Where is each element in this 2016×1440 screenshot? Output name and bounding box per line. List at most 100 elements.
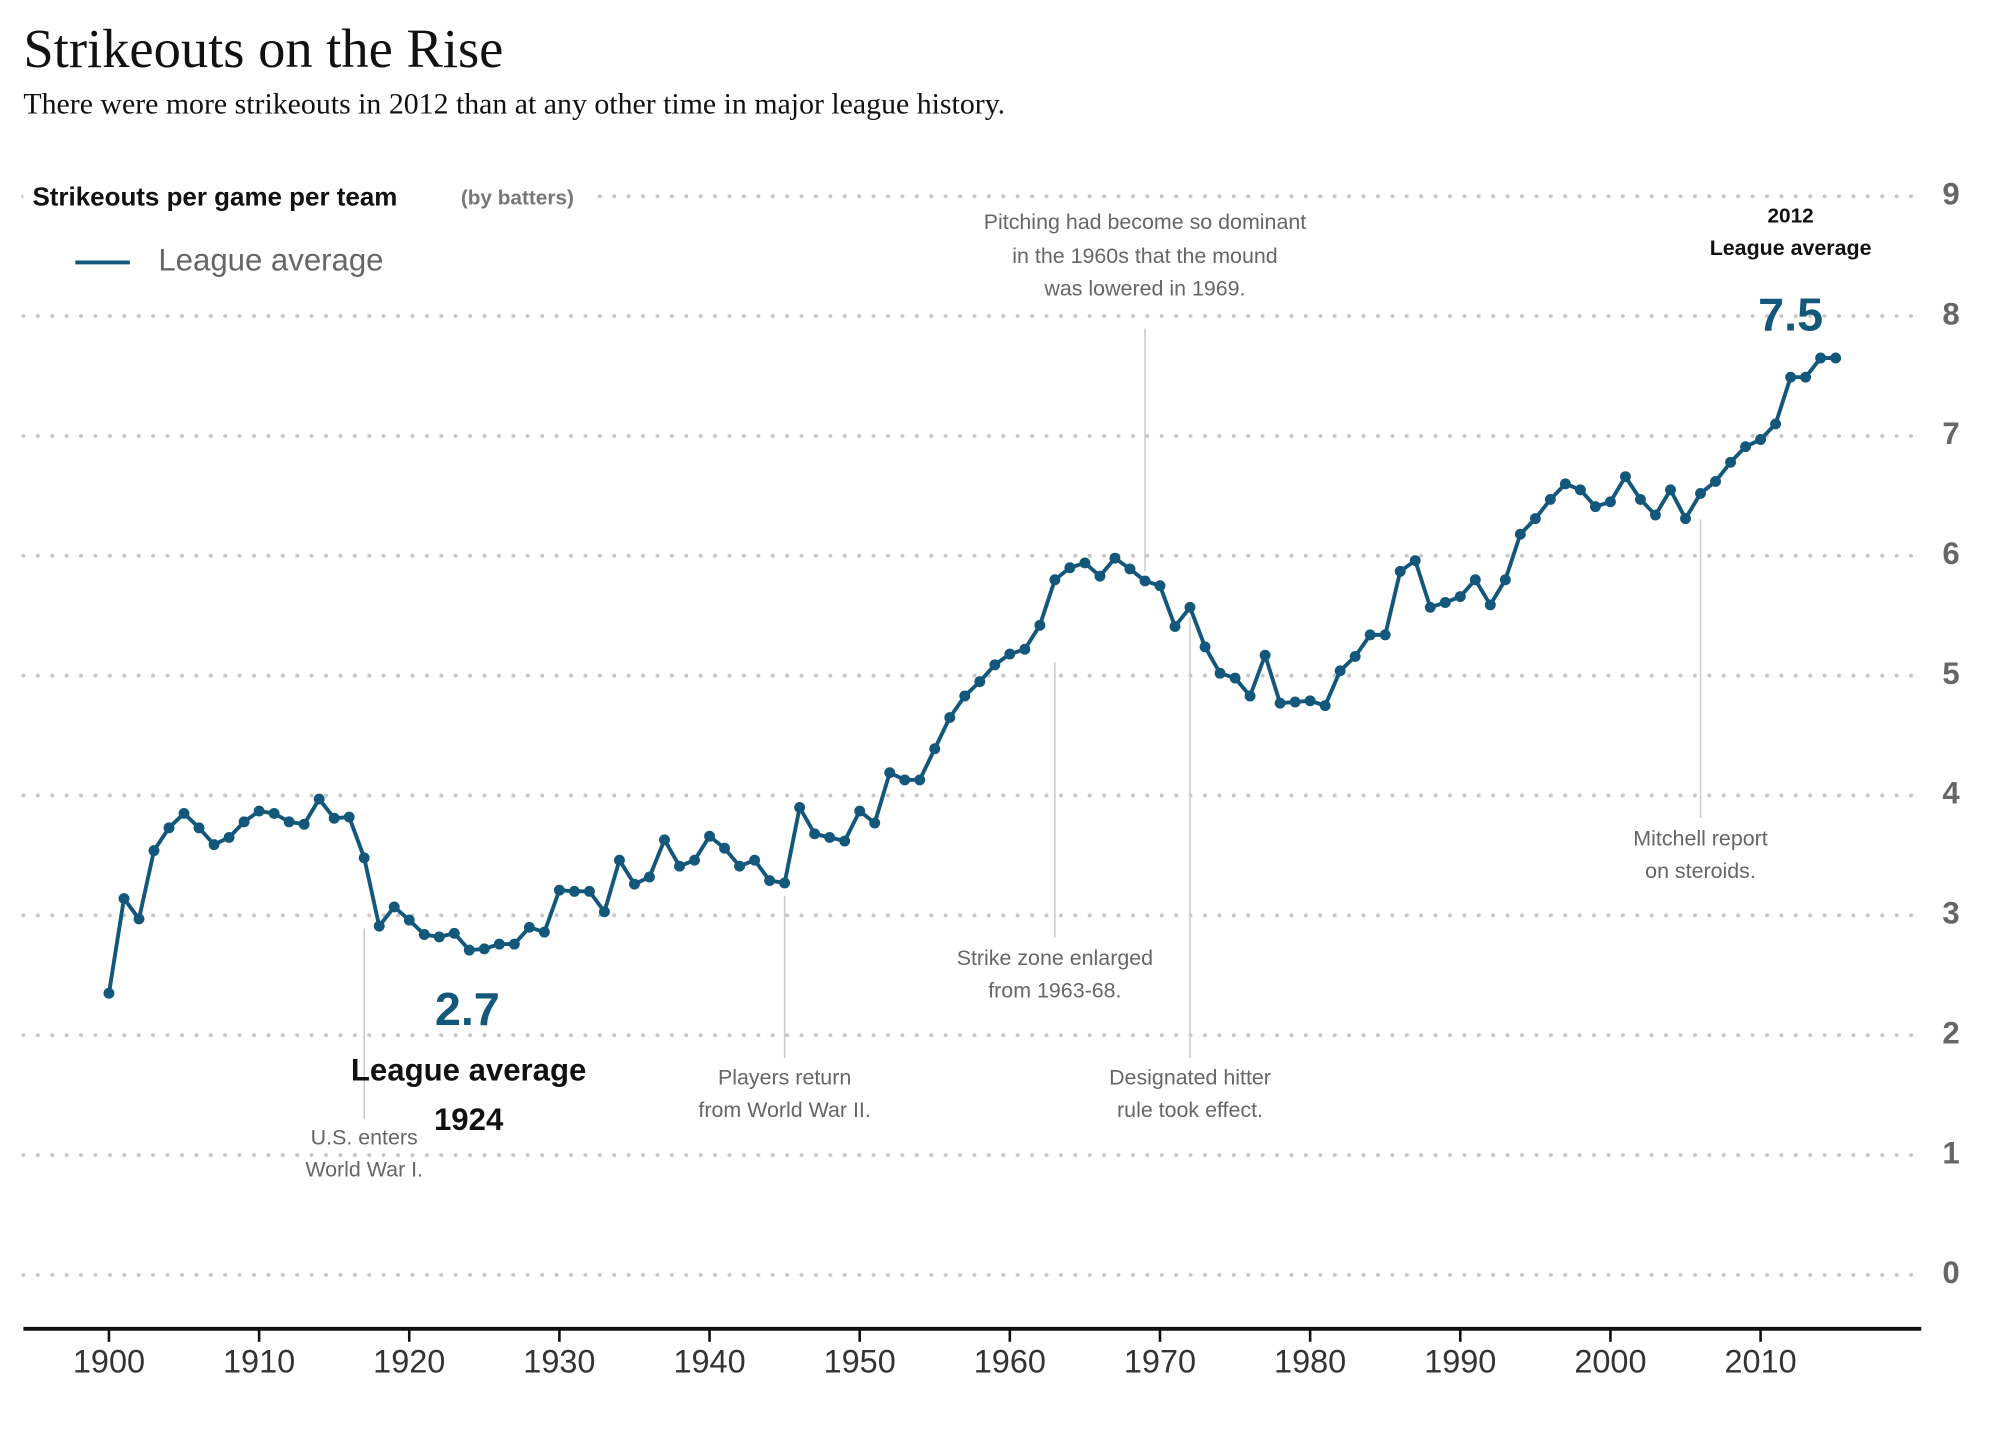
series-point xyxy=(1830,352,1842,364)
series-point xyxy=(568,885,580,897)
series-point xyxy=(1815,352,1827,364)
series-point xyxy=(388,901,400,913)
series-point xyxy=(1334,665,1346,677)
annotation-text: Strike zone enlarged xyxy=(957,946,1153,970)
series-point xyxy=(598,906,610,918)
series-point xyxy=(1800,371,1812,383)
series-point xyxy=(1770,418,1782,430)
series-point xyxy=(674,860,685,872)
series-point xyxy=(403,914,415,926)
series-point xyxy=(1785,371,1797,383)
series-point xyxy=(704,830,715,842)
legend-label: League average xyxy=(158,243,383,278)
series-point xyxy=(689,854,700,866)
series-point xyxy=(433,931,445,943)
series-point xyxy=(1710,476,1721,487)
highlight-text: League average xyxy=(1710,236,1872,260)
annotation-text: U.S. enters xyxy=(311,1125,418,1149)
highlight-value: 2.7 xyxy=(435,983,500,1035)
series-point xyxy=(809,828,821,840)
series-point xyxy=(869,817,881,829)
chart-subtitle: There were more strikeouts in 2012 than … xyxy=(23,87,1005,120)
x-tick-label: 1940 xyxy=(673,1343,745,1379)
label-backdrop xyxy=(23,179,592,219)
series-point xyxy=(944,712,956,724)
x-tick-label: 1930 xyxy=(523,1343,595,1379)
series-point xyxy=(1244,690,1256,702)
series-point xyxy=(659,834,670,846)
series-point xyxy=(1289,696,1301,708)
series-point xyxy=(583,885,595,897)
series-point xyxy=(824,831,836,843)
series-point xyxy=(238,816,250,828)
series-point xyxy=(1439,597,1451,608)
series-point xyxy=(553,884,565,896)
series-point xyxy=(1169,621,1181,632)
series-point xyxy=(1514,528,1526,540)
series-point xyxy=(1574,484,1586,496)
series-point xyxy=(974,676,986,688)
series-point xyxy=(614,854,625,866)
series-point xyxy=(1454,591,1466,602)
series-point xyxy=(1199,641,1211,653)
series-point xyxy=(1004,648,1016,660)
x-tick-label: 1990 xyxy=(1424,1343,1496,1379)
series-point xyxy=(1229,672,1241,684)
series-point xyxy=(1394,565,1406,577)
series-point xyxy=(493,938,505,950)
series-point xyxy=(1635,493,1646,505)
series-point xyxy=(764,875,776,887)
series-point xyxy=(298,818,310,830)
series-point xyxy=(178,807,190,819)
series-point xyxy=(749,854,761,866)
series-point xyxy=(914,774,926,786)
series-point xyxy=(1109,552,1121,564)
annotation-text: Players return xyxy=(718,1066,851,1090)
series-point xyxy=(1469,574,1481,586)
x-tick-label: 2000 xyxy=(1574,1343,1646,1379)
series-point xyxy=(463,944,475,956)
series-point xyxy=(478,943,490,955)
y-tick-label: 1 xyxy=(1942,1135,1959,1170)
series-point xyxy=(899,774,911,786)
annotation-text: on steroids. xyxy=(1645,859,1756,883)
series-point xyxy=(1589,501,1601,513)
series-point xyxy=(1154,580,1166,592)
series-point xyxy=(1049,574,1061,586)
series-point xyxy=(1695,487,1706,499)
annotation-text: in the 1960s that the mound xyxy=(1012,244,1277,268)
x-tick-label: 1970 xyxy=(1124,1343,1196,1379)
y-tick-label: 0 xyxy=(1942,1255,1959,1290)
series-point xyxy=(1499,574,1511,586)
series-point xyxy=(1619,471,1631,483)
highlight-year: 1924 xyxy=(434,1102,504,1137)
series-point xyxy=(103,987,115,999)
y-tick-label: 2 xyxy=(1942,1015,1959,1050)
series-point xyxy=(538,926,550,938)
x-tick-label: 1980 xyxy=(1274,1343,1346,1379)
series-point xyxy=(253,805,265,817)
highlight-text: League average xyxy=(351,1053,586,1088)
chart-title: Strikeouts on the Rise xyxy=(23,18,503,79)
series-point xyxy=(268,807,280,819)
series-point xyxy=(1034,619,1046,631)
series-point xyxy=(118,893,130,905)
series-point xyxy=(1725,456,1737,468)
series-point xyxy=(1650,509,1661,521)
series-point xyxy=(1755,434,1767,445)
series-point xyxy=(854,805,866,817)
annotation-text: Mitchell report xyxy=(1633,827,1767,851)
series-point xyxy=(989,659,1001,671)
series-point xyxy=(734,860,746,872)
series-point xyxy=(629,878,640,890)
series-point xyxy=(719,842,731,854)
series-point xyxy=(1604,496,1616,508)
series-point xyxy=(418,929,430,940)
y-tick-label: 9 xyxy=(1942,176,1959,211)
series-point xyxy=(1259,649,1271,661)
series-point xyxy=(839,835,851,847)
annotation-text: World War I. xyxy=(305,1158,423,1182)
y-tick-label: 6 xyxy=(1942,536,1959,571)
y-tick-label: 8 xyxy=(1942,296,1959,331)
